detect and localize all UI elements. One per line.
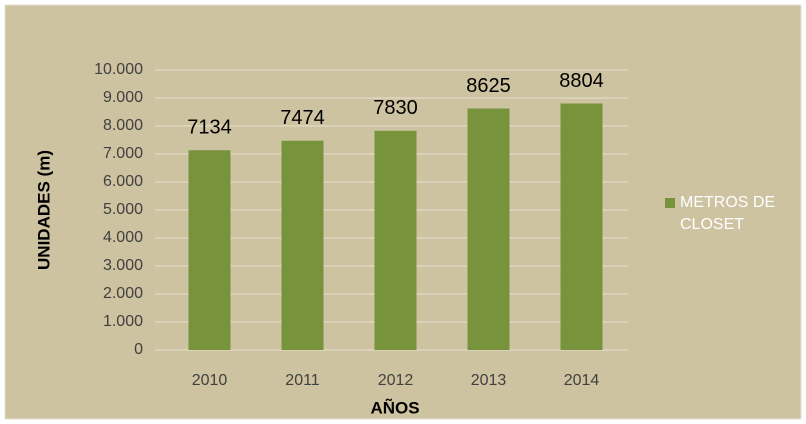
bar bbox=[374, 130, 417, 350]
y-tick-label: 5.000 bbox=[103, 201, 143, 218]
data-label: 8804 bbox=[559, 70, 604, 92]
y-tick-label: 3.000 bbox=[103, 257, 143, 274]
bar bbox=[281, 140, 324, 350]
data-label: 7474 bbox=[280, 107, 325, 129]
data-label: 7830 bbox=[373, 97, 418, 119]
data-label: 7134 bbox=[187, 117, 232, 139]
y-axis-label: UNIDADES (m) bbox=[34, 150, 53, 270]
y-tick-label: 10.000 bbox=[94, 61, 143, 78]
x-tick-label: 2013 bbox=[471, 372, 507, 389]
bar bbox=[560, 103, 603, 350]
y-tick-label: 4.000 bbox=[103, 229, 143, 246]
x-tick-label: 2010 bbox=[192, 372, 228, 389]
y-tick-label: 9.000 bbox=[103, 89, 143, 106]
y-tick-label: 0 bbox=[134, 341, 143, 358]
bar bbox=[467, 108, 510, 350]
y-tick-label: 2.000 bbox=[103, 285, 143, 302]
x-axis-label: AÑOS bbox=[370, 397, 419, 417]
x-tick-label: 2012 bbox=[378, 372, 414, 389]
y-tick-label: 7.000 bbox=[103, 145, 143, 162]
legend-swatch bbox=[665, 198, 675, 208]
x-tick-label: 2014 bbox=[564, 372, 600, 389]
y-tick-label: 8.000 bbox=[103, 117, 143, 134]
bar bbox=[188, 150, 231, 350]
legend: METROS DE CLOSET bbox=[680, 192, 800, 236]
x-tick-label: 2011 bbox=[285, 372, 320, 389]
y-tick-label: 6.000 bbox=[103, 173, 143, 190]
data-label: 8625 bbox=[466, 75, 511, 97]
legend-label: METROS DE CLOSET bbox=[680, 194, 776, 233]
y-tick-label: 1.000 bbox=[103, 313, 143, 330]
